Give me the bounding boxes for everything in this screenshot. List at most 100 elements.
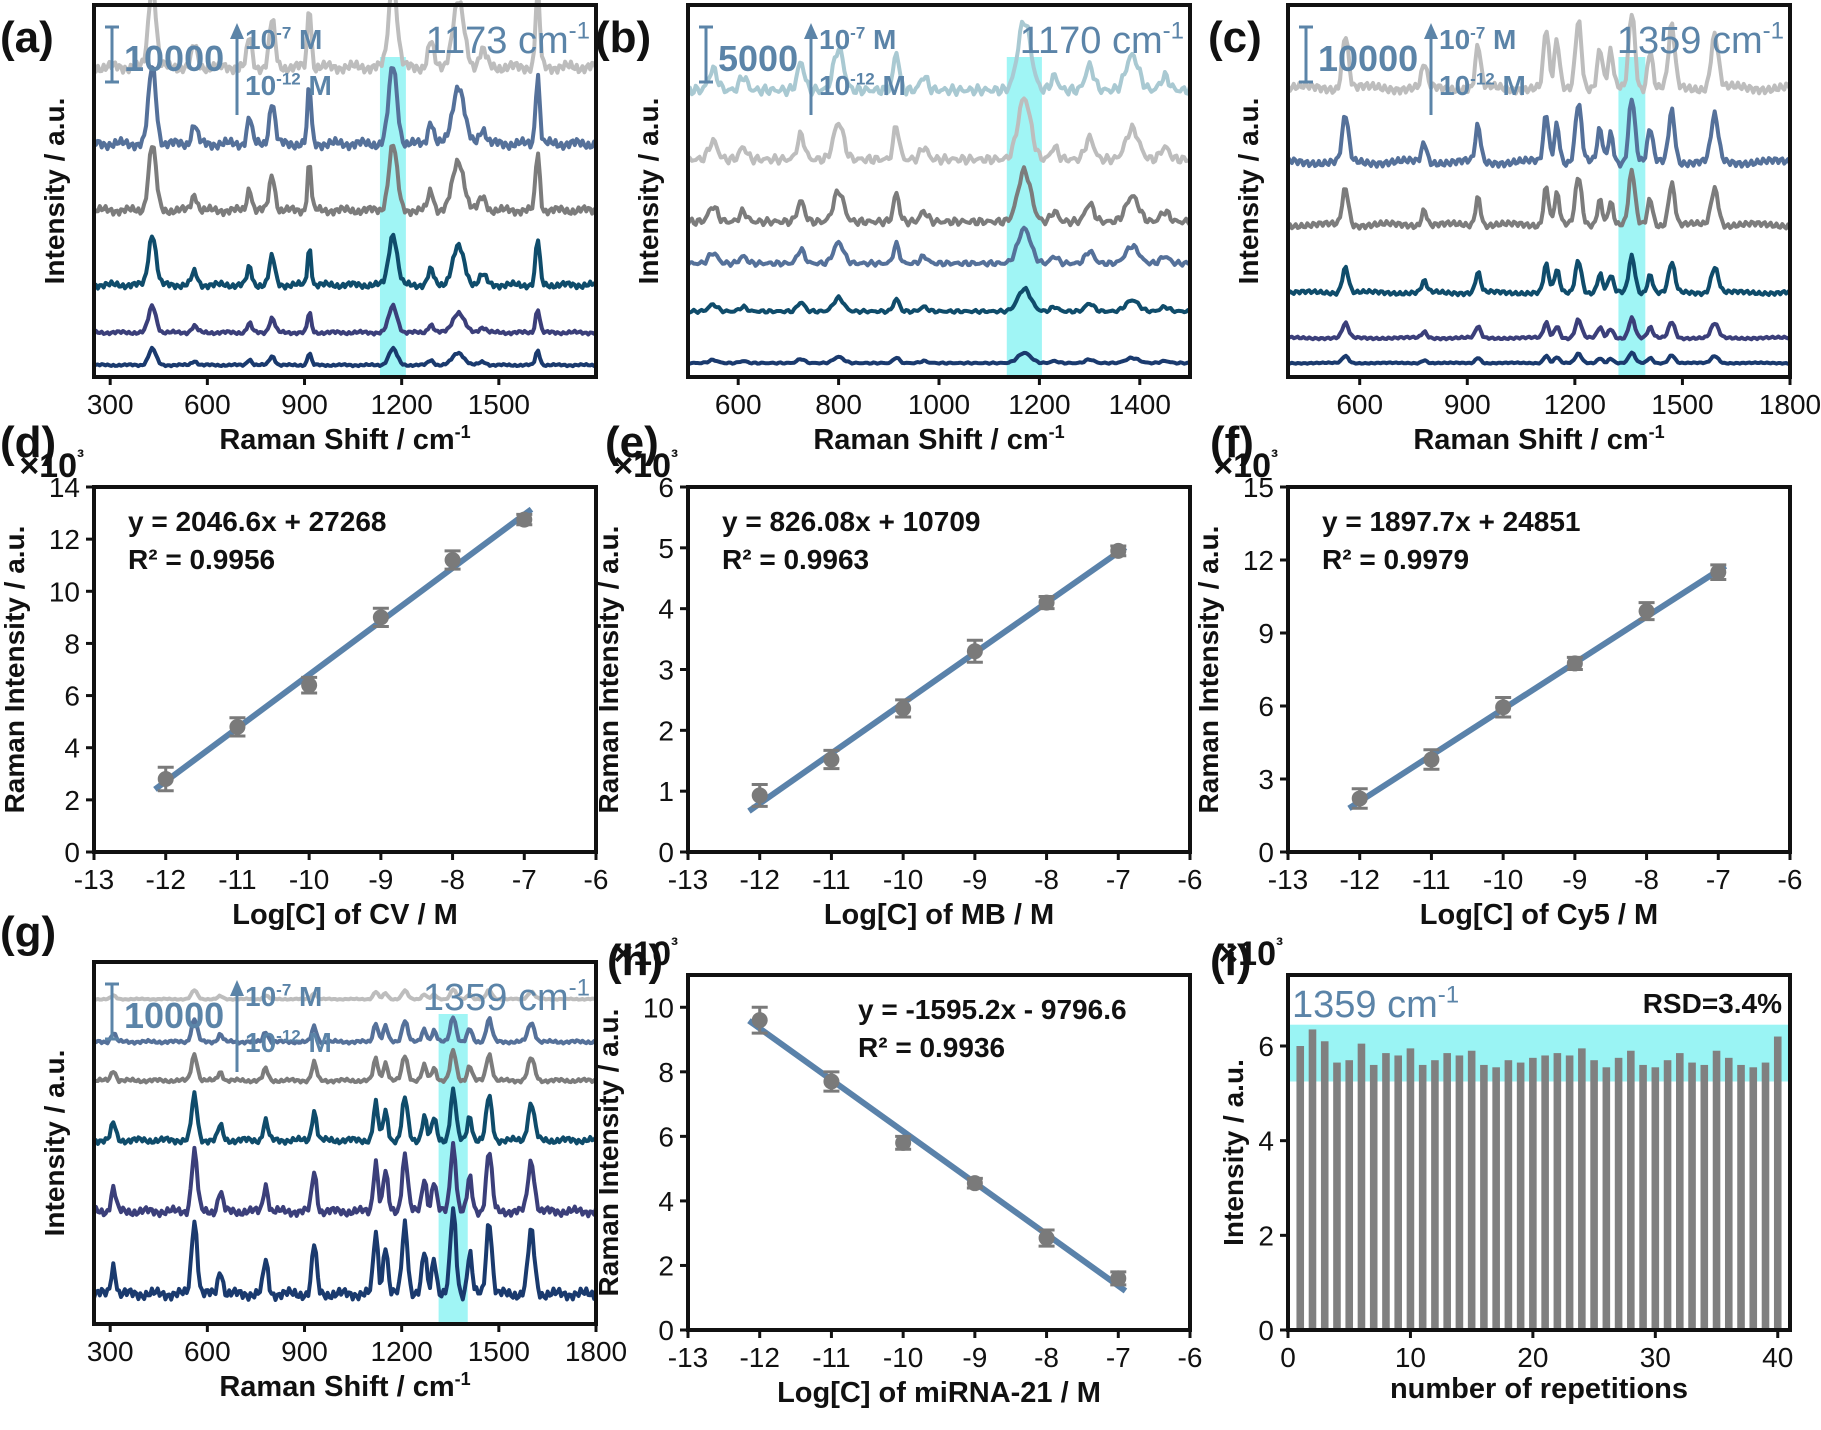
data-point (966, 643, 983, 660)
y-tick-label: 6 (64, 681, 80, 712)
fit-line (1347, 563, 1728, 811)
x-tick-label: -10 (1483, 864, 1523, 895)
fit-line (153, 506, 534, 792)
spectrum-series-5 (92, 1015, 598, 1046)
spectrum-series-2 (92, 302, 598, 337)
x-tick-label: 30 (1640, 1342, 1671, 1373)
x-tick-label: -8 (1034, 864, 1059, 895)
concentration-low: 10-12 M (245, 69, 332, 101)
fit-line (747, 1018, 1128, 1294)
x-tick-label: -7 (1106, 864, 1131, 895)
data-point (1710, 564, 1727, 581)
y-tick-label: 4 (1258, 1126, 1274, 1157)
y-tick-label: 6 (658, 1121, 674, 1152)
x-tick-label: -12 (1339, 864, 1379, 895)
plot-frame (92, 485, 598, 854)
data-point (895, 1134, 912, 1151)
x-tick-label: -13 (668, 864, 708, 895)
fit-equation: y = 1897.7x + 24851 (1322, 506, 1580, 537)
y-axis-label: Intensity / a.u. (1233, 98, 1264, 285)
y-tick-label: 4 (658, 1186, 674, 1217)
y-tick-label: 2 (658, 715, 674, 746)
x-tick-label: 1500 (468, 1336, 530, 1367)
x-axis-label: Log[C] of MB / M (824, 899, 1054, 931)
bar-5 (1345, 1060, 1354, 1330)
x-tick-label: 900 (1444, 389, 1491, 420)
axis-multiplier: ×10³ (1213, 446, 1278, 485)
bar-26 (1602, 1067, 1611, 1330)
x-tick-label: 1400 (1109, 389, 1171, 420)
concentration-high: 10-7 M (819, 23, 896, 55)
highlight-band (438, 1014, 468, 1324)
spectrum-series-1 (687, 350, 1191, 366)
panel-label-c: (c) (1208, 13, 1262, 62)
y-tick-label: 2 (1258, 1220, 1274, 1251)
x-tick-label: -11 (1412, 864, 1450, 895)
data-point (1495, 699, 1512, 716)
data-point (1038, 1230, 1055, 1247)
bar-14 (1455, 1055, 1464, 1330)
panel-label-e: (e) (605, 418, 659, 467)
plot-frame (92, 960, 598, 1326)
spectrum-series-3 (1286, 252, 1792, 298)
arrow-head (230, 980, 244, 996)
x-tick-label: -9 (962, 864, 987, 895)
spectrum-series-1 (1287, 350, 1791, 366)
fit-equation: y = -1595.2x - 9796.6 (858, 994, 1127, 1025)
panel-label-b: (b) (595, 13, 651, 62)
data-point (444, 552, 461, 568)
spectrum-series-4 (92, 143, 598, 218)
peak-label: 1173 cm-1 (426, 18, 590, 62)
data-point (229, 718, 246, 735)
spectrum-series-2 (686, 285, 1191, 315)
y-tick-label: 4 (64, 733, 80, 764)
y-tick-label: 10 (643, 992, 674, 1023)
data-point (157, 771, 174, 787)
panel-f-calibration: -13 -12 -11 -10 -9 -8 -7 -6 Log[C] of Cy5 / M 0 3 6… (1193, 446, 1802, 931)
y-tick-label: 0 (1258, 837, 1274, 868)
x-axis-label: number of repetitions (1390, 1373, 1688, 1405)
bar-11 (1418, 1064, 1427, 1330)
y-tick-label: 9 (1258, 618, 1274, 649)
x-tick-label: 1500 (468, 389, 530, 420)
rsd-label: RSD=3.4% (1643, 988, 1782, 1019)
spectrum-series-4 (686, 165, 1192, 228)
data-point (1638, 603, 1655, 620)
bar-37 (1737, 1064, 1745, 1330)
data-point (516, 511, 533, 528)
x-tick-label: -13 (1268, 864, 1308, 895)
peak-label: 1170 cm-1 (1020, 18, 1184, 62)
r-squared: R² = 0.9936 (858, 1032, 1005, 1063)
x-tick-label: -9 (962, 1342, 987, 1373)
data-point (1110, 1270, 1127, 1287)
x-axis-label: Log[C] of miRNA-21 / M (777, 1377, 1101, 1409)
data-point (1423, 751, 1440, 768)
bar-40 (1773, 1036, 1782, 1330)
data-point (966, 1175, 983, 1192)
plot-frame (92, 3, 598, 379)
spectrum-series-6 (93, 987, 597, 1002)
y-tick-label: 0 (658, 1315, 674, 1346)
x-tick-label: -11 (218, 864, 256, 895)
x-tick-label: 1200 (1008, 389, 1070, 420)
panel-label-i: (i) (1210, 936, 1252, 985)
y-tick-label: 0 (658, 837, 674, 868)
x-tick-label: -6 (1778, 864, 1803, 895)
bar-29 (1639, 1064, 1647, 1330)
spectrum-series-6 (92, 0, 598, 76)
x-tick-label: 300 (87, 389, 134, 420)
x-tick-label: 1200 (371, 389, 433, 420)
bar-32 (1676, 1053, 1684, 1330)
y-axis-label: Raman Intensity / a.u. (1193, 526, 1224, 814)
bar-16 (1480, 1064, 1488, 1330)
x-tick-label: -12 (145, 864, 185, 895)
x-tick-label: -6 (1178, 864, 1203, 895)
x-tick-label: 0 (1280, 1342, 1296, 1373)
x-tick-label: 1000 (908, 389, 970, 420)
spectrum-series-5 (1286, 97, 1792, 169)
data-point (823, 751, 840, 768)
x-tick-label: -7 (1106, 1342, 1131, 1373)
bar-8 (1382, 1053, 1390, 1330)
scale-bar-value: 10000 (1318, 38, 1418, 79)
